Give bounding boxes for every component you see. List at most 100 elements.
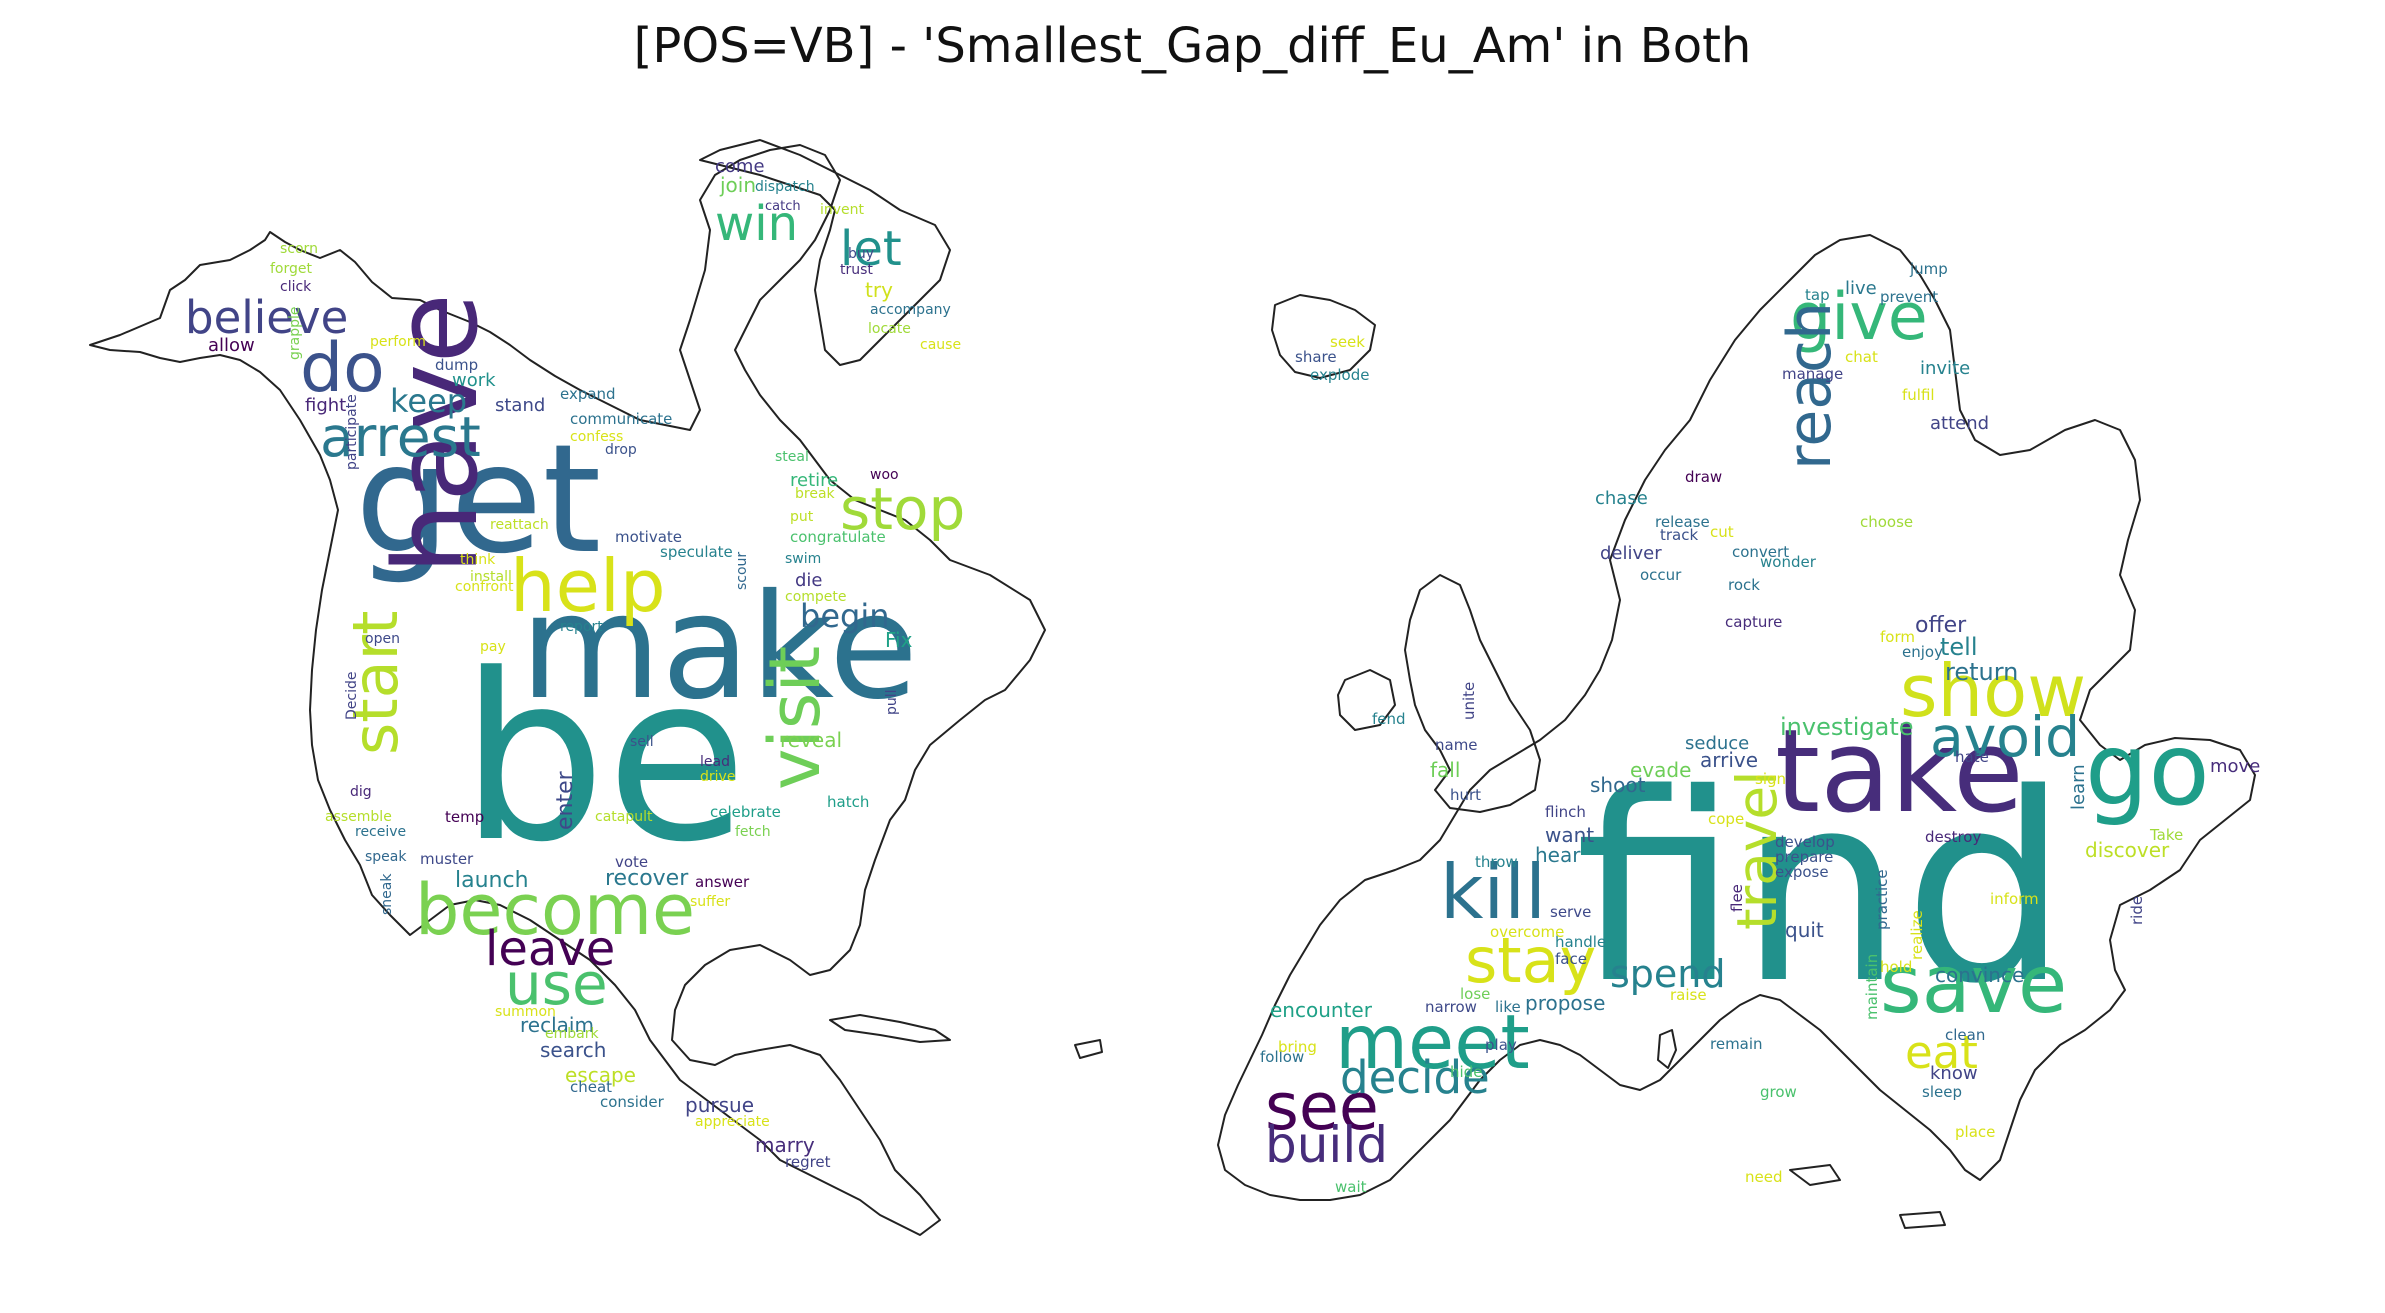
cloud-word: regret <box>785 1153 831 1171</box>
cloud-word: enter <box>553 771 578 830</box>
cloud-word: marry <box>755 1133 815 1157</box>
cloud-word: suffer <box>690 894 731 910</box>
cloud-word: shoot <box>1590 773 1646 797</box>
cloud-word: pay <box>480 639 506 655</box>
cloud-word: reach <box>1775 301 1845 470</box>
cloud-word: rock <box>1728 576 1760 594</box>
greenland-outline <box>699 139 951 366</box>
cloud-word: fetch <box>735 824 771 840</box>
cloud-word: hatch <box>827 793 870 811</box>
cloud-word: visit <box>754 645 836 790</box>
cloud-word: dig <box>350 784 372 800</box>
cloud-word: go <box>2085 711 2210 828</box>
cloud-word: dispatch <box>755 179 815 195</box>
cloud-word: search <box>540 1038 607 1062</box>
cloud-word: tap <box>1805 286 1830 304</box>
cloud-word: tell <box>1940 633 1978 661</box>
cloud-word: want <box>1545 823 1595 847</box>
cloud-word: capture <box>1725 613 1783 631</box>
cloud-word: dump <box>435 356 479 374</box>
cloud-word: perform <box>370 334 426 350</box>
cloud-word: report <box>560 619 603 635</box>
cloud-word: speak <box>365 849 407 865</box>
cloud-word: overcome <box>1490 923 1565 941</box>
cloud-word: prevent <box>1880 288 1939 306</box>
cloud-word: compete <box>785 589 847 605</box>
cloud-word: believe <box>185 291 349 344</box>
cloud-word: fight <box>305 395 347 416</box>
cloud-word: sign <box>1755 770 1787 788</box>
mediterranean-islands-outline <box>1657 1029 1946 1229</box>
cloud-word: break <box>795 486 835 502</box>
cloud-word: begin <box>800 597 890 635</box>
cloud-word: summon <box>495 1004 556 1020</box>
cloud-word: celebrate <box>710 803 781 821</box>
cloud-word: show <box>1900 649 2087 733</box>
cloud-word: locate <box>868 321 911 337</box>
cloud-word: place <box>1955 1123 1996 1141</box>
cloud-word: clean <box>1945 1026 1986 1044</box>
cloud-word: buy <box>848 246 875 262</box>
cloud-word: fend <box>1372 710 1406 728</box>
cloud-word: ride <box>2128 895 2146 925</box>
cloud-word: embark <box>545 1026 599 1042</box>
cloud-word: seduce <box>1685 733 1750 754</box>
cloud-word: know <box>1930 1063 1978 1084</box>
cloud-word: offer <box>1915 613 1967 638</box>
cloud-word: muster <box>420 850 474 868</box>
cloud-word: prepare <box>1775 848 1834 866</box>
cloud-word: unite <box>1460 681 1478 720</box>
cloud-word: stop <box>840 475 966 543</box>
cloud-word: live <box>1845 278 1877 299</box>
cloud-word: trust <box>840 262 873 278</box>
cloud-word: eat <box>1905 1026 1978 1079</box>
cloud-word: reattach <box>490 517 549 533</box>
cloud-word: narrow <box>1425 998 1477 1016</box>
cloud-word: participate <box>344 394 360 470</box>
british-isles-outline <box>1337 574 1541 813</box>
cloud-word: chat <box>1845 348 1878 366</box>
cloud-word: cope <box>1708 810 1745 828</box>
cloud-word: pursue <box>685 1093 754 1117</box>
cloud-word: deliver <box>1600 543 1662 564</box>
cloud-word: get <box>355 413 602 587</box>
cloud-word: follow <box>1260 1048 1305 1066</box>
cloud-word: inform <box>1990 890 2039 908</box>
cloud-word: attend <box>1930 413 1990 434</box>
cloud-word: build <box>1265 1116 1388 1174</box>
cloud-word: appreciate <box>695 1114 770 1130</box>
cloud-word: hear <box>1535 843 1581 867</box>
cloud-word: install <box>470 569 512 585</box>
cloud-word: grow <box>1760 1083 1797 1101</box>
cloud-word: launch <box>455 868 529 893</box>
cloud-word: bring <box>1278 1038 1317 1056</box>
cloud-word: hurt <box>1450 786 1482 804</box>
europe-outline <box>1217 234 2256 1201</box>
cloud-word: leave <box>485 921 616 977</box>
cloud-word: pull <box>884 689 900 715</box>
cloud-word: think <box>460 552 496 568</box>
cloud-word: cause <box>920 337 962 353</box>
cloud-word: share <box>1295 348 1337 366</box>
cloud-word: meet <box>1335 998 1530 1086</box>
cloud-word: drive <box>700 769 736 785</box>
cloud-word: play <box>1485 1036 1517 1054</box>
cloud-word: die <box>795 570 823 591</box>
figure-title: [POS=VB] - 'Smallest_Gap_diff_Eu_Am' in … <box>633 18 1752 74</box>
cloud-word: answer <box>695 873 750 891</box>
cloud-word: chase <box>1595 488 1648 509</box>
cloud-word: sell <box>630 734 654 750</box>
cloud-word: win <box>715 196 799 252</box>
cloud-word: handle <box>1555 933 1607 951</box>
cloud-word: practice <box>1873 869 1891 930</box>
cloud-word: like <box>1495 998 1521 1016</box>
cloud-word: serve <box>1550 903 1592 921</box>
cloud-word: speculate <box>660 543 733 561</box>
cloud-word: Decide <box>344 671 360 720</box>
cloud-word: invite <box>1920 358 1971 379</box>
cloud-word: arrest <box>320 405 481 469</box>
cloud-word: be <box>460 626 748 893</box>
cloud-word: discover <box>2085 838 2170 862</box>
cloud-word: hide <box>1450 1063 1483 1081</box>
cloud-word: temp <box>445 808 485 826</box>
